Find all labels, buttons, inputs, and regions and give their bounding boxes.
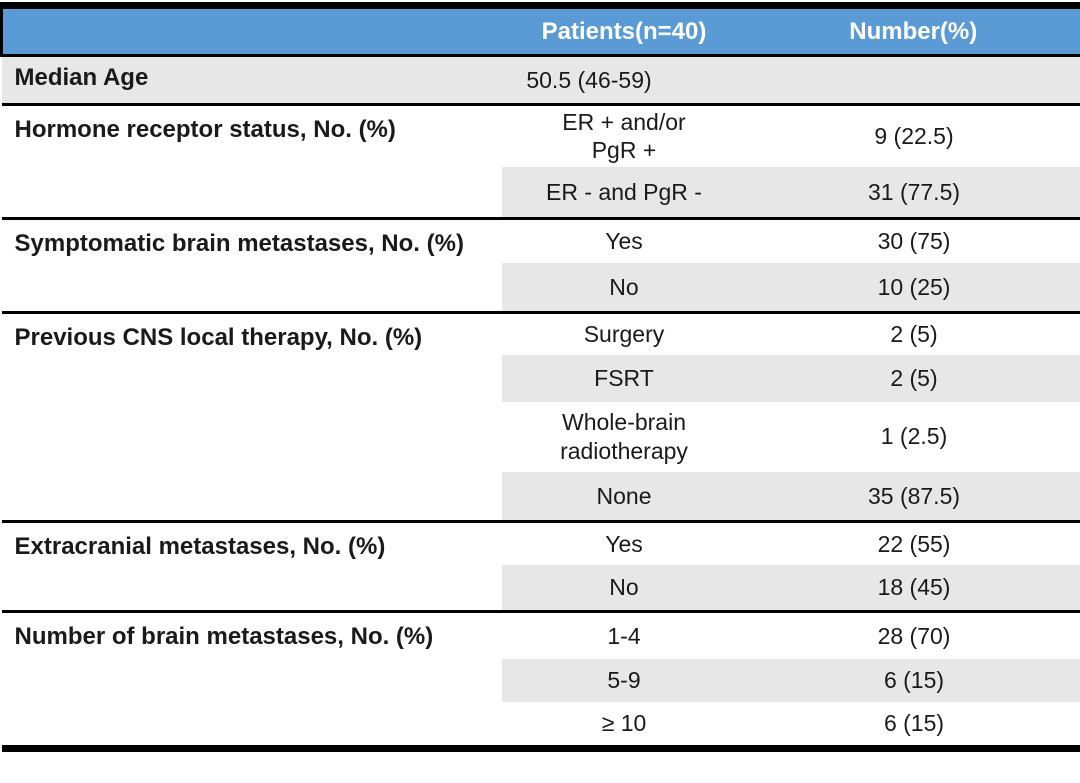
value-cell: ER + and/or PgR + — [502, 105, 747, 167]
value-cell: ≥ 10 — [502, 702, 747, 749]
header-patients: Patients(n=40) — [502, 6, 747, 56]
number-cell: 28 (70) — [747, 612, 1080, 659]
row-label: Extracranial metastases, No. (%) — [2, 522, 502, 612]
number-cell: 2 (5) — [747, 313, 1080, 355]
value-cell: ER - and PgR - — [502, 167, 747, 219]
row-label: Symptomatic brain metastases, No. (%) — [2, 219, 502, 313]
table-row-mets-1-4: Number of brain metastases, No. (%) 1-4 … — [2, 612, 1080, 659]
value-cell: 5-9 — [502, 659, 747, 702]
value-cell: Yes — [502, 219, 747, 263]
value-cell: No — [502, 263, 747, 313]
number-cell: 31 (77.5) — [747, 167, 1080, 219]
number-cell: 1 (2.5) — [747, 402, 1080, 472]
row-label: Median Age — [2, 56, 502, 105]
value-cell: None — [502, 472, 747, 522]
table-row-symptomatic-yes: Symptomatic brain metastases, No. (%) Ye… — [2, 219, 1080, 263]
number-cell: 35 (87.5) — [747, 472, 1080, 522]
header-number-percent: Number(%) — [747, 6, 1080, 56]
number-cell — [747, 56, 1080, 105]
number-cell: 6 (15) — [747, 702, 1080, 749]
patient-characteristics-table: Patients(n=40) Number(%) Median Age 50.5… — [0, 2, 1080, 752]
number-cell: 10 (25) — [747, 263, 1080, 313]
value-cell: Yes — [502, 522, 747, 565]
number-cell: 22 (55) — [747, 522, 1080, 565]
number-cell: 18 (45) — [747, 565, 1080, 612]
value-cell: No — [502, 565, 747, 612]
value-cell: FSRT — [502, 355, 747, 402]
number-cell: 30 (75) — [747, 219, 1080, 263]
value-cell: Surgery — [502, 313, 747, 355]
value-cell: Whole-brain radiotherapy — [502, 402, 747, 472]
table-row-extracranial-yes: Extracranial metastases, No. (%) Yes 22 … — [2, 522, 1080, 565]
value-cell: 50.5 (46-59) — [502, 56, 747, 105]
table-header-row: Patients(n=40) Number(%) — [2, 6, 1080, 56]
number-cell: 9 (22.5) — [747, 105, 1080, 167]
row-label: Previous CNS local therapy, No. (%) — [2, 313, 502, 522]
page: Patients(n=40) Number(%) Median Age 50.5… — [0, 2, 1080, 752]
table-row-median-age: Median Age 50.5 (46-59) — [2, 56, 1080, 105]
row-label: Hormone receptor status, No. (%) — [2, 105, 502, 219]
number-cell: 6 (15) — [747, 659, 1080, 702]
number-cell: 2 (5) — [747, 355, 1080, 402]
table-row-surgery: Previous CNS local therapy, No. (%) Surg… — [2, 313, 1080, 355]
value-cell: 1-4 — [502, 612, 747, 659]
table-row-er-positive: Hormone receptor status, No. (%) ER + an… — [2, 105, 1080, 167]
row-label: Number of brain metastases, No. (%) — [2, 612, 502, 749]
header-empty-cell — [2, 6, 502, 56]
